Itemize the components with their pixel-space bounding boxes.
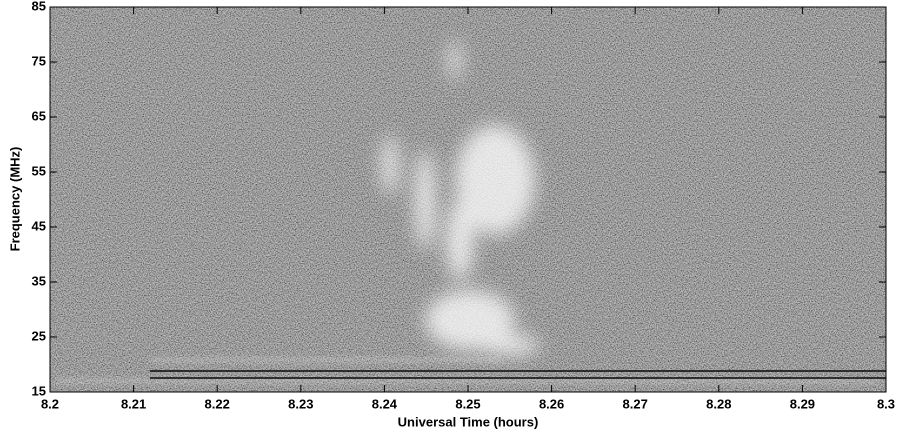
y-tick-label: 25 [32, 328, 46, 343]
x-tick-label: 8.26 [539, 396, 564, 411]
x-tick-label: 8.21 [121, 396, 146, 411]
dark-lines [150, 370, 886, 379]
x-axis-label: Universal Time (hours) [398, 414, 539, 429]
y-axis-label: Frequency (MHz) [7, 147, 22, 252]
y-tick-label: 35 [32, 273, 46, 288]
y-tick-label: 75 [32, 53, 46, 68]
x-tick-label: 8.23 [288, 396, 313, 411]
burst-emission [382, 40, 540, 355]
x-tick-label: 8.2 [41, 396, 59, 411]
spectrogram-image [50, 7, 886, 392]
y-tick-label: 15 [32, 383, 46, 398]
x-tick-label: 8.3 [877, 396, 895, 411]
y-tick-label: 85 [32, 0, 46, 13]
y-tick-label: 45 [32, 218, 46, 233]
x-tick-label: 8.28 [706, 396, 731, 411]
y-tick-label: 55 [32, 163, 46, 178]
x-tick-label: 8.24 [372, 396, 398, 411]
x-tick-label: 8.22 [205, 396, 230, 411]
x-tick-label: 8.25 [455, 396, 480, 411]
interference-lines [55, 359, 880, 382]
x-tick-label: 8.29 [790, 396, 815, 411]
x-tick-label: 8.27 [623, 396, 648, 411]
y-tick-label: 65 [32, 108, 46, 123]
